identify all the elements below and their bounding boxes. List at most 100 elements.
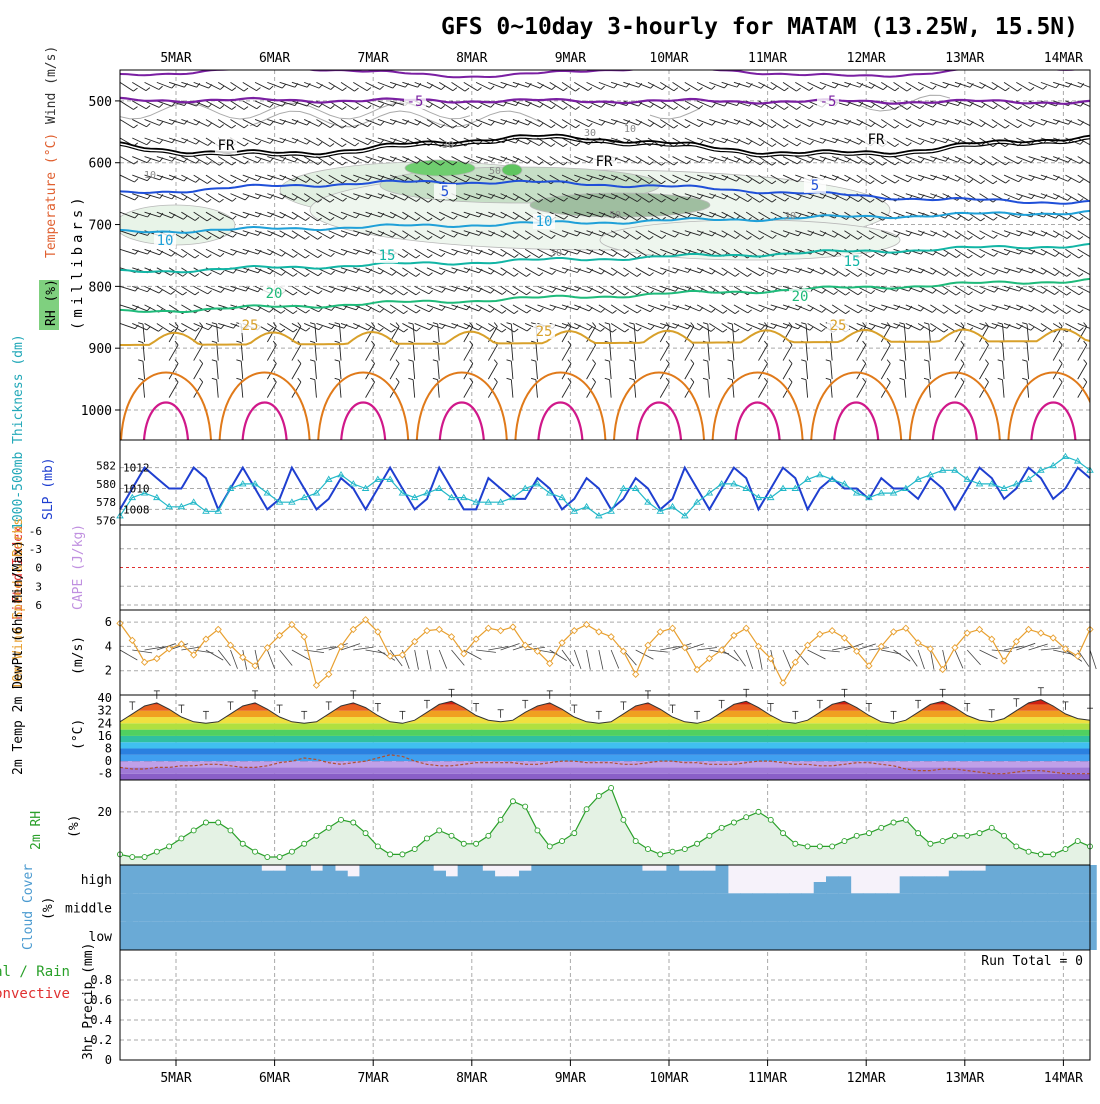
wind-barb <box>991 248 1007 256</box>
cloud-middle-bar <box>457 893 471 922</box>
cloud-low-bar <box>248 921 262 950</box>
wind-barb <box>1077 326 1088 343</box>
thickness-point <box>509 493 517 501</box>
wind-barb-flag <box>1058 322 1063 327</box>
wind-barb <box>142 361 146 380</box>
wind-barb-flag <box>269 212 274 218</box>
wind-barb-flag <box>870 307 876 312</box>
wind-barb-flag <box>452 124 457 129</box>
wind-barb <box>156 248 172 257</box>
wind-barb <box>1040 156 1057 162</box>
cloud-middle-bar <box>801 893 815 922</box>
wind-barb-flag <box>1030 326 1035 331</box>
wind-barb <box>132 193 148 200</box>
wind-barb-flag <box>969 83 974 88</box>
ylabel-cape: CAPE (J/kg) <box>71 524 86 610</box>
thickness-point <box>288 498 296 505</box>
wind-barb-flag <box>526 327 532 332</box>
wind-barb <box>132 211 148 218</box>
wind-barb <box>168 363 179 380</box>
wind-barb-flag <box>612 328 617 333</box>
wind-barb <box>389 211 405 220</box>
thickness-point <box>374 475 382 482</box>
wind-barb-flag <box>673 87 679 92</box>
wind10-point <box>779 679 787 687</box>
wind-barb <box>721 304 736 314</box>
temp-color-band <box>120 754 1090 762</box>
wind-barb <box>598 304 613 314</box>
wind-barb-flag <box>158 103 164 108</box>
wind-barb <box>893 230 909 237</box>
wind-barb-flag <box>797 305 802 311</box>
rh2m-point <box>1025 848 1032 855</box>
wind-barb <box>979 100 994 110</box>
wind-barb-flag <box>371 359 375 364</box>
wind-barb <box>549 100 564 110</box>
wind-barb <box>488 323 503 333</box>
wind-barb-flag <box>772 234 777 239</box>
cloud-middle-bar <box>224 893 238 922</box>
wind-barb-flag <box>220 270 225 275</box>
wind-barb <box>647 174 662 185</box>
wind-barb <box>549 267 565 274</box>
wind-barb <box>181 119 197 126</box>
wind-barb <box>193 193 208 203</box>
wind10-point <box>656 628 664 636</box>
wind-barb <box>979 81 994 91</box>
wind-barb <box>942 81 959 88</box>
wind-barb <box>500 285 515 296</box>
wind-barb <box>217 174 233 184</box>
wind-barb <box>586 248 602 256</box>
thickness-point <box>177 502 186 510</box>
wind10-point <box>275 631 284 640</box>
thickness-point <box>1049 461 1057 469</box>
wind-barb-flag <box>355 286 360 292</box>
wind-barb <box>303 156 319 165</box>
wind-barb <box>709 230 725 238</box>
thickness-tick-label: 582 <box>96 460 116 473</box>
rh-contour-line <box>859 94 951 112</box>
wind-barb <box>1003 248 1020 255</box>
wind-barb <box>966 193 981 203</box>
wind-barb <box>512 81 529 88</box>
wind-barb-flag <box>980 254 986 258</box>
thickness-point <box>558 493 566 501</box>
wind10-point <box>803 641 812 649</box>
wind-barb-flag <box>1054 272 1060 276</box>
wind-barb <box>242 230 259 236</box>
wind-barb <box>193 267 208 277</box>
cloud-middle-bar <box>150 893 164 922</box>
wind-barb <box>205 248 221 257</box>
ylabel-wind10-units: (m/s) <box>71 636 86 675</box>
wind-barb <box>905 174 922 181</box>
wind-barb-flag <box>526 309 531 314</box>
wind-barb <box>647 285 663 293</box>
cloud-middle-bar <box>961 893 974 922</box>
wind-barb-flag <box>1093 326 1096 330</box>
wind-barb <box>819 137 836 144</box>
wind-barb-flag <box>809 158 814 163</box>
rh2m-point <box>706 832 713 839</box>
wind-barb <box>500 193 516 201</box>
cloud-high-bar <box>273 870 287 894</box>
wind-barb <box>611 81 627 88</box>
wind-barb-flag <box>331 306 336 311</box>
wind-barb <box>893 304 909 311</box>
wind-barb-flag <box>661 198 666 203</box>
isotherm-label: 5 <box>811 178 819 194</box>
wind-barb-flag <box>1022 359 1028 362</box>
wind-barb <box>881 230 897 238</box>
wind-barb-flag <box>592 322 596 327</box>
wind-barb <box>598 211 614 219</box>
wind-barb <box>525 100 541 108</box>
wind-barb-flag <box>784 179 789 184</box>
wind-barb-flag <box>232 269 237 274</box>
wind-barb-flag <box>797 213 802 219</box>
wind-barb-flag <box>908 305 913 311</box>
wind-barb <box>120 100 134 110</box>
ylabel-temp2m-units: (°C) <box>71 719 86 750</box>
rh2m-point <box>780 830 786 837</box>
rh2m-point <box>178 835 185 842</box>
wind-barb <box>672 267 688 273</box>
wind-barb <box>917 193 934 199</box>
